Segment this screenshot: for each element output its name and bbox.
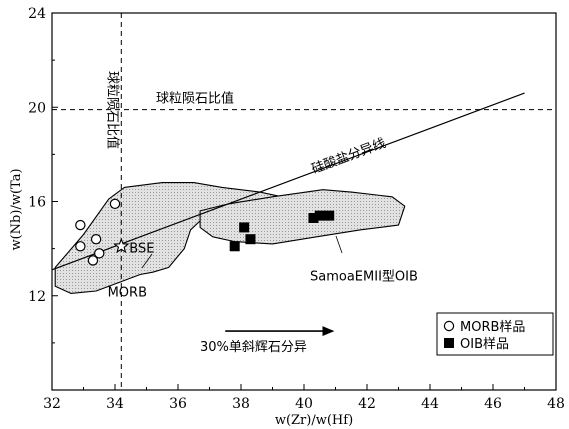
x-axis-title: w(Zr)/w(Hf) — [275, 413, 353, 428]
oib-sample-point — [314, 210, 325, 221]
y-tick-label: 24 — [28, 6, 46, 22]
fractionation-label: 30%单斜辉石分异 — [200, 340, 307, 355]
x-tick-label: 44 — [421, 396, 439, 412]
y-axis-title: w(Nb)/w(Ta) — [9, 168, 24, 250]
oib-sample-point — [324, 210, 335, 221]
morb-field-label: MORB — [108, 285, 147, 300]
legend-box — [436, 312, 554, 356]
vertical-chondrite-label: 球粒陨石比值 — [104, 71, 120, 149]
morb-sample-point — [87, 255, 99, 266]
x-tick-label: 40 — [295, 396, 313, 412]
oib-sample-point — [229, 241, 240, 252]
oib-leader-line — [335, 235, 343, 254]
x-tick-label: 42 — [358, 396, 376, 412]
y-tick-label: 16 — [28, 195, 46, 211]
horizontal-chondrite-label: 球粒陨石比值 — [156, 91, 234, 107]
morb-leader-line — [141, 253, 153, 269]
x-tick-label: 36 — [169, 396, 187, 412]
legend-label: MORB样品 — [460, 320, 525, 335]
morb-sample-point — [75, 241, 86, 252]
legend: MORB样品 OIB样品 — [436, 312, 554, 356]
legend-oib-marker — [444, 338, 454, 348]
x-tick-label: 46 — [484, 396, 502, 412]
bse-star-marker — [113, 237, 130, 254]
morb-sample-point — [109, 198, 121, 210]
oib-sample-point — [239, 222, 250, 233]
bse-label: BSE — [129, 241, 154, 256]
legend-morb-marker — [443, 320, 455, 332]
y-tick-label: 12 — [28, 289, 46, 305]
oib-field — [199, 189, 406, 245]
silicate-line-label: 硅酸盐分异线 — [310, 136, 388, 177]
morb-sample-point — [94, 248, 105, 259]
reference-lines-layer — [51, 13, 556, 390]
x-tick-label: 38 — [232, 396, 250, 412]
x-tick-label: 32 — [43, 396, 61, 412]
x-tick-label: 34 — [106, 396, 124, 412]
morb-sample-point — [90, 233, 102, 245]
silicate-differentiation-line — [51, 92, 525, 271]
morb-sample-point — [75, 219, 86, 231]
oib-field-label: SamoaEMII型OIB — [310, 270, 418, 285]
points-layer — [75, 198, 335, 266]
oib-sample-point — [245, 234, 256, 245]
x-tick-label: 48 — [547, 396, 565, 412]
fields-layer — [54, 182, 406, 294]
y-tick-label: 20 — [28, 100, 46, 116]
legend-label: OIB样品 — [460, 337, 509, 352]
ticks-layer: 32 34 36 38 40 42 44 46 48 12 16 20 24 — [28, 6, 565, 412]
oib-sample-point — [308, 212, 319, 223]
